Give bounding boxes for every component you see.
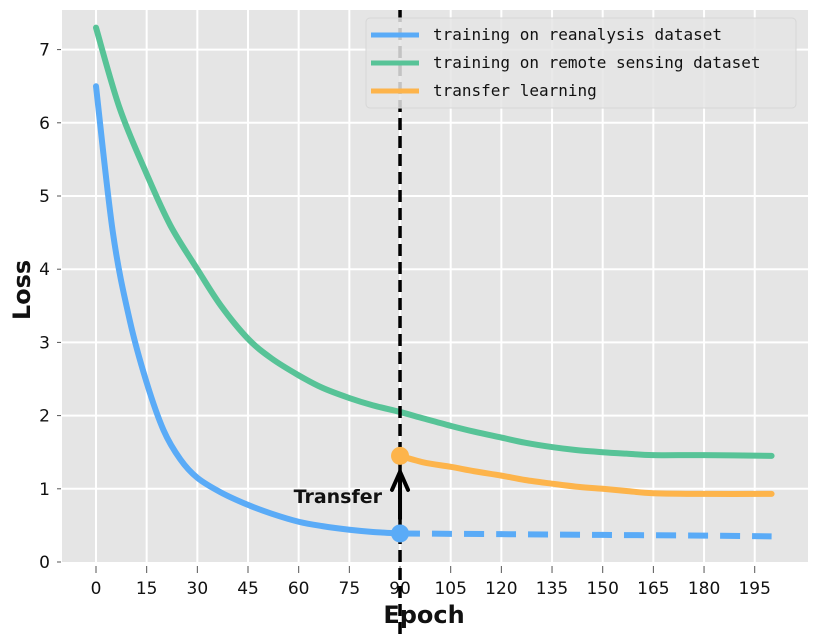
x-tick-label: 165 [637, 579, 669, 599]
x-tick-label: 135 [536, 579, 568, 599]
x-tick-label: 180 [688, 579, 720, 599]
x-tick-label: 15 [136, 579, 158, 599]
y-tick-label: 6 [39, 114, 50, 134]
x-axis-label: Epoch [383, 601, 464, 629]
legend-box [365, 17, 797, 109]
transfer-start-point [391, 446, 410, 465]
y-tick-label: 1 [39, 480, 50, 500]
y-axis-label: Loss [8, 260, 36, 320]
transfer-label: Transfer [294, 486, 383, 508]
x-tick-label: 105 [434, 579, 466, 599]
reanalysis-transfer-point [391, 524, 410, 543]
x-tick-label: 75 [339, 579, 361, 599]
legend: training on reanalysis dataset training o… [365, 17, 797, 109]
x-tick-label: 0 [91, 579, 102, 599]
y-tick-label: 5 [39, 187, 50, 207]
legend-label: transfer learning [433, 81, 597, 100]
x-tick-label: 120 [485, 579, 517, 599]
x-tick-label: 30 [187, 579, 209, 599]
dashed-line-training-on-reanalysis-dataset [399, 530, 772, 540]
y-tick-label: 2 [39, 407, 50, 427]
y-tick-label: 7 [39, 41, 50, 61]
x-tick-label: 60 [288, 579, 310, 599]
legend-label: training on remote sensing dataset [433, 53, 761, 72]
transfer-arrow-head [390, 466, 411, 492]
legend-label: training on reanalysis dataset [433, 25, 722, 44]
annotations: Transfer [294, 10, 411, 638]
y-tick-label: 4 [39, 260, 50, 280]
line-training-on-reanalysis-dataset [93, 83, 404, 537]
x-tick-label: 150 [586, 579, 618, 599]
y-tick-label: 0 [39, 553, 50, 573]
y-tick-label: 3 [39, 333, 50, 353]
line-transfer-learning [397, 452, 775, 497]
x-tick-label: 195 [738, 579, 770, 599]
x-tick-label: 45 [237, 579, 259, 599]
